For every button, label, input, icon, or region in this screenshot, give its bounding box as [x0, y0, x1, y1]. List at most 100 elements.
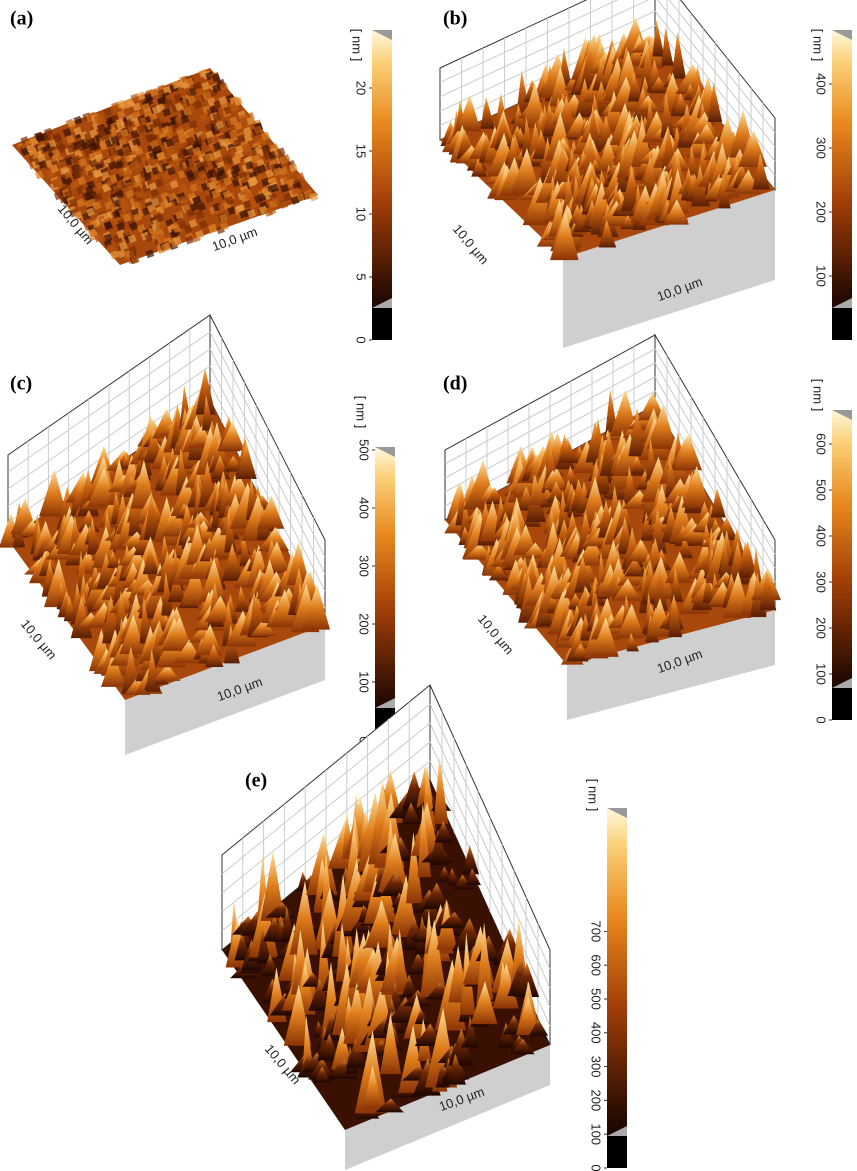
surface-peak — [76, 550, 90, 596]
colorbar-tick-label: 600 — [589, 954, 604, 976]
surface-peak — [86, 517, 101, 555]
surface-texture — [246, 116, 256, 126]
surface-texture — [269, 183, 279, 193]
surface-texture — [229, 116, 239, 126]
surface-texture — [189, 182, 199, 192]
base — [345, 1045, 550, 1170]
y-size-label: 10,0 µm — [18, 616, 60, 662]
surface-texture — [180, 114, 190, 124]
surface-peak — [476, 922, 494, 1004]
surface-texture — [123, 118, 133, 128]
colorbar-unit: [ nm ] — [354, 396, 369, 429]
surface-peak — [465, 868, 482, 886]
surface-texture — [225, 196, 235, 205]
surface-peak — [256, 495, 285, 529]
surface-texture — [144, 164, 154, 174]
surface-peak — [488, 563, 509, 581]
colorbar-tick-label: 600 — [814, 433, 829, 455]
colorbar-cap — [607, 1126, 627, 1136]
surface-texture — [73, 115, 83, 125]
surface-texture — [218, 213, 228, 223]
surface-peak — [613, 499, 635, 539]
surface-texture — [130, 129, 140, 139]
surface-peak — [631, 456, 646, 474]
surface-texture — [150, 188, 160, 198]
colorbar — [832, 30, 852, 340]
surface-texture — [184, 104, 194, 114]
surface-texture — [186, 130, 196, 140]
surface-texture — [188, 218, 198, 228]
surface-peak — [393, 874, 418, 936]
surface-peak — [250, 618, 277, 637]
colorbar-tick-label: 300 — [814, 137, 829, 159]
surface-peak — [208, 438, 230, 473]
surface-peak — [187, 511, 213, 528]
colorbar-tick-label: 20 — [354, 81, 369, 95]
surface-texture — [154, 178, 164, 188]
surface-texture — [223, 176, 233, 186]
surface-peak — [687, 144, 700, 183]
colorbar-cap — [832, 410, 852, 420]
surface-peak — [627, 538, 654, 562]
surface-peak — [401, 974, 419, 998]
colorbar-unit: [ nm ] — [350, 29, 365, 62]
surface-texture — [219, 82, 229, 92]
surface-texture — [270, 196, 280, 206]
surface-texture — [125, 181, 135, 191]
surface-texture — [193, 100, 203, 110]
surface-peak — [161, 571, 174, 616]
surface-peak — [661, 26, 674, 66]
colorbar-tick-label: 300 — [589, 1056, 604, 1078]
surface-peak — [466, 149, 487, 171]
surface-peak — [78, 510, 100, 532]
surface-peak — [707, 82, 723, 122]
colorbar-cap — [375, 447, 395, 457]
surface-texture — [253, 125, 263, 135]
surface-texture — [169, 180, 179, 190]
surface-texture — [119, 101, 129, 111]
surface-texture — [238, 171, 248, 181]
surface-texture — [103, 126, 113, 136]
surface-peak — [492, 963, 519, 1009]
surface-texture — [267, 206, 277, 216]
surface-texture — [219, 221, 229, 231]
surface-peak — [759, 570, 777, 610]
surface-peak — [430, 829, 448, 866]
surface-peak — [260, 850, 285, 921]
surface-texture — [178, 134, 188, 144]
surface-texture — [249, 176, 259, 186]
surface-peak — [612, 578, 641, 601]
surface-texture — [132, 102, 142, 112]
surface-texture — [120, 128, 130, 138]
surface-peak — [210, 455, 231, 480]
surface-peak — [167, 572, 186, 603]
colorbar-low — [607, 1136, 627, 1168]
colorbar-tick-label: 10 — [354, 207, 369, 221]
colorbar-cap — [375, 698, 395, 708]
surface-texture — [146, 156, 156, 166]
surface-peak — [516, 69, 531, 118]
surface-peak — [445, 1053, 466, 1085]
surface-texture — [257, 164, 267, 174]
surface-texture — [215, 120, 225, 130]
panel-label: (d) — [443, 373, 467, 395]
surface-peak — [574, 554, 593, 593]
surface-peak — [107, 551, 121, 568]
colorbar-tick-label: 400 — [814, 525, 829, 547]
surface-peak — [598, 219, 617, 248]
surface-peak — [590, 617, 619, 657]
surface-texture — [73, 169, 83, 179]
surface-texture — [103, 107, 113, 117]
surface-peak — [663, 199, 689, 225]
surface-peak — [624, 557, 646, 577]
surface-peak — [447, 867, 460, 886]
colorbar-tick-label: 15 — [354, 144, 369, 158]
surface-peak — [218, 421, 245, 451]
surface-peak — [673, 434, 702, 471]
surface-peak — [462, 511, 495, 559]
surface-peak — [679, 523, 710, 542]
surface-texture — [247, 208, 257, 218]
surface-texture — [279, 200, 289, 210]
surface-peak — [485, 487, 505, 504]
surface-texture — [201, 81, 211, 91]
